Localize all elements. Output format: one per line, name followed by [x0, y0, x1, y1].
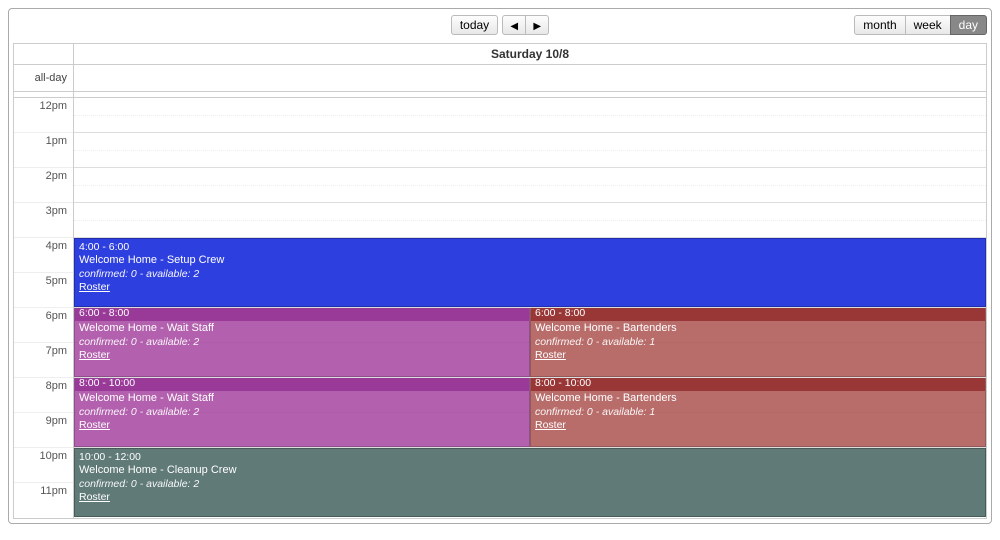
- event-roster-link[interactable]: Roster: [79, 419, 525, 432]
- event-meta: confirmed: 0 - available: 2: [79, 268, 981, 281]
- allday-row: all-day: [13, 64, 987, 92]
- date-label: Saturday 10/8: [74, 44, 986, 64]
- event-time: 6:00 - 8:00: [535, 308, 981, 320]
- event-roster-link[interactable]: Roster: [79, 281, 981, 294]
- toolbar: today ◀ ▶ month week day: [13, 15, 987, 37]
- calendar-event[interactable]: 6:00 - 8:00 Welcome Home - Bartendersconf…: [530, 308, 986, 377]
- calendar-event[interactable]: 10:00 - 12:00Welcome Home - Cleanup Crew…: [74, 448, 986, 517]
- event-time: 10:00 - 12:00: [79, 451, 981, 464]
- hour-label: 6pm: [14, 308, 73, 343]
- event-title: Welcome Home - Cleanup Crew: [79, 464, 981, 478]
- hour-label: 3pm: [14, 203, 73, 238]
- event-header-bar: 8:00 - 10:00: [75, 378, 529, 391]
- events-layer: 4:00 - 6:00Welcome Home - Setup Crewconf…: [74, 98, 986, 518]
- event-header-bar: 8:00 - 10:00: [531, 378, 985, 391]
- chevron-left-icon: ◀: [510, 21, 518, 32]
- event-title: Welcome Home - Bartenders: [535, 322, 981, 336]
- hour-label: 10pm: [14, 448, 73, 483]
- hour-label: 8pm: [14, 378, 73, 413]
- calendar-event[interactable]: 6:00 - 8:00 Welcome Home - Wait Staffconf…: [74, 308, 530, 377]
- event-title: Welcome Home - Setup Crew: [79, 254, 981, 268]
- allday-body[interactable]: [74, 65, 986, 91]
- event-roster-link[interactable]: Roster: [535, 419, 981, 432]
- event-title: Welcome Home - Wait Staff: [79, 392, 525, 406]
- event-meta: confirmed: 0 - available: 2: [79, 336, 525, 349]
- hour-label: 11pm: [14, 483, 73, 518]
- next-button[interactable]: ▶: [525, 15, 549, 35]
- allday-label: all-day: [14, 65, 74, 91]
- timegrid-body[interactable]: 4:00 - 6:00Welcome Home - Setup Crewconf…: [74, 98, 986, 518]
- event-header-bar: 6:00 - 8:00: [531, 308, 985, 321]
- prev-button[interactable]: ◀: [502, 15, 526, 35]
- chevron-right-icon: ▶: [533, 21, 541, 32]
- event-roster-link[interactable]: Roster: [535, 349, 981, 362]
- event-roster-link[interactable]: Roster: [79, 349, 525, 362]
- calendar: today ◀ ▶ month week day Saturday 10/8 a…: [8, 8, 992, 524]
- hour-label: 9pm: [14, 413, 73, 448]
- calendar-event[interactable]: 8:00 - 10:00 Welcome Home - Wait Staffcon…: [74, 378, 530, 447]
- hour-label: 4pm: [14, 238, 73, 273]
- nav-arrows: ◀ ▶: [502, 15, 549, 35]
- event-meta: confirmed: 0 - available: 1: [535, 406, 981, 419]
- hour-label: 2pm: [14, 168, 73, 203]
- calendar-event[interactable]: 8:00 - 10:00 Welcome Home - Bartenderscon…: [530, 378, 986, 447]
- event-time: 4:00 - 6:00: [79, 241, 981, 254]
- view-switch: month week day: [854, 15, 987, 35]
- hour-label: 5pm: [14, 273, 73, 308]
- view-day-button[interactable]: day: [950, 15, 987, 35]
- event-meta: confirmed: 0 - available: 2: [79, 478, 981, 491]
- event-header-bar: 6:00 - 8:00: [75, 308, 529, 321]
- timegrid: 12pm1pm2pm3pm4pm5pm6pm7pm8pm9pm10pm11pm …: [13, 98, 987, 519]
- today-button[interactable]: today: [451, 15, 498, 35]
- calendar-event[interactable]: 4:00 - 6:00Welcome Home - Setup Crewconf…: [74, 238, 986, 307]
- event-time: 8:00 - 10:00: [535, 378, 981, 390]
- event-title: Welcome Home - Wait Staff: [79, 322, 525, 336]
- view-week-button[interactable]: week: [905, 15, 951, 35]
- date-header: Saturday 10/8: [13, 43, 987, 64]
- event-title: Welcome Home - Bartenders: [535, 392, 981, 406]
- event-roster-link[interactable]: Roster: [79, 491, 981, 504]
- event-time: 8:00 - 10:00: [79, 378, 525, 390]
- event-meta: confirmed: 0 - available: 2: [79, 406, 525, 419]
- view-month-button[interactable]: month: [854, 15, 905, 35]
- event-meta: confirmed: 0 - available: 1: [535, 336, 981, 349]
- hour-label: 1pm: [14, 133, 73, 168]
- hour-gutter: 12pm1pm2pm3pm4pm5pm6pm7pm8pm9pm10pm11pm: [14, 98, 74, 518]
- event-time: 6:00 - 8:00: [79, 308, 525, 320]
- hour-label: 12pm: [14, 98, 73, 133]
- hour-label: 7pm: [14, 343, 73, 378]
